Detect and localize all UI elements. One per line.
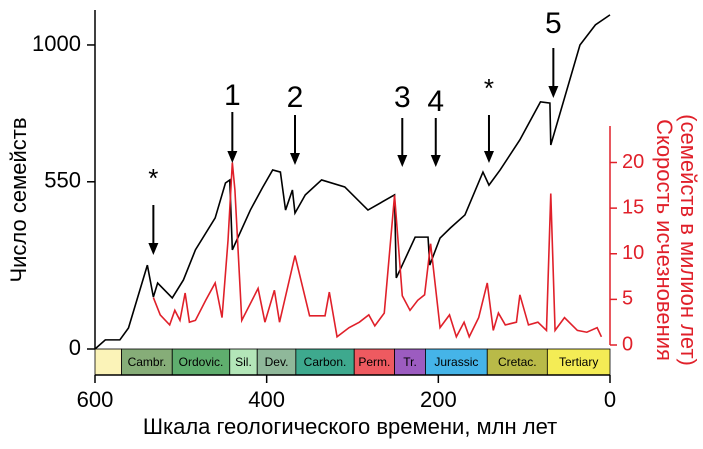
x-tick-label: 400 [248,387,285,412]
annotation-label: 4 [427,85,444,118]
period-band [353,348,395,376]
arrow-head [289,153,300,165]
y-tick-label: 0 [69,335,81,360]
annotation-label: * [148,163,158,193]
annotation-label: 2 [287,81,304,114]
period-label: Sil. [235,355,252,369]
arrow-head [430,155,441,167]
data-line [152,162,603,339]
y2-axis-label: (семейств в милион лет) [676,114,701,366]
period-label: Tr. [403,355,417,369]
data-line [94,14,611,350]
period-label: Dev. [265,355,289,369]
arrow-head [227,151,238,163]
y2-tick-label: 20 [622,151,644,173]
y2-tick-label: 15 [622,196,644,218]
arrow-head [397,155,408,167]
x-axis-label: Шкала геологического времени, млн лет [143,414,557,439]
period-band [121,348,173,376]
period-label: Cretac. [498,355,537,369]
annotation-label: 3 [394,81,411,114]
y-axis-label: Число семейств [6,117,31,282]
period-label: Tertiary [559,355,598,369]
x-tick-label: 0 [604,387,616,412]
period-label: Perm. [358,355,390,369]
period-label: Cambr. [128,355,167,369]
period-label: Ordovic. [179,355,224,369]
x-tick-label: 600 [77,387,114,412]
period-band [171,348,231,376]
y2-tick-label: 0 [622,333,633,355]
y2-tick-label: 10 [622,242,644,264]
period-band [425,348,488,376]
y-tick-label: 550 [44,168,81,193]
arrow-head [483,151,494,163]
annotation-label: 5 [545,7,562,40]
annotation-label: * [484,73,494,103]
period-label: Carbon. [304,355,347,369]
period-label: Jurassic [434,355,478,369]
y2-axis-label: Скорость исчезновения [652,119,677,361]
x-tick-label: 200 [420,387,457,412]
annotation-label: 1 [224,79,241,112]
period-band [94,348,123,376]
arrow-head [548,86,559,98]
y2-tick-label: 5 [622,288,633,310]
period-band [546,348,611,376]
y-tick-label: 1000 [32,31,81,56]
arrow-head [148,243,159,255]
